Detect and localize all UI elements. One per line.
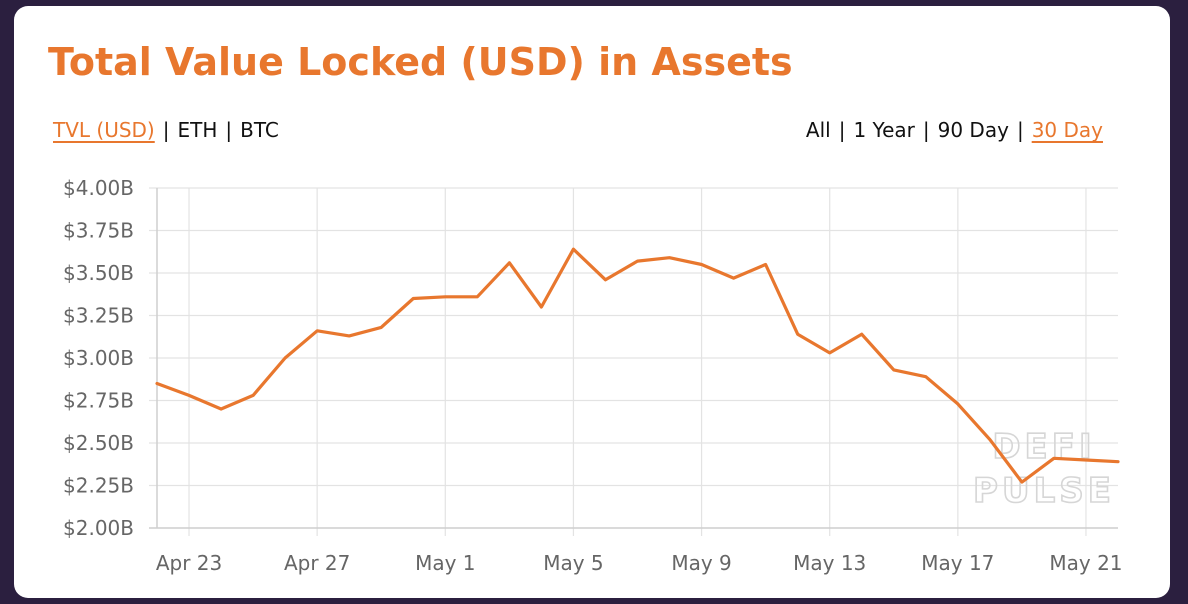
data-point [315,329,319,333]
x-tick-label: May 5 [543,551,603,575]
data-point [1084,458,1088,462]
option-1-year[interactable]: 1 Year [853,118,915,142]
data-point [283,356,287,360]
option-90-day[interactable]: 90 Day [937,118,1009,142]
separator: | [225,118,233,142]
x-tick-label: May 21 [1049,551,1122,575]
y-tick-label: $3.50B [63,261,134,285]
data-point [924,375,928,379]
separator: | [1016,118,1024,142]
series-line [155,247,1120,484]
data-point [636,259,640,263]
separator: | [922,118,930,142]
data-point [379,325,383,329]
x-tick-label: May 17 [921,551,994,575]
data-point [796,332,800,336]
data-point [347,334,351,338]
data-point [1052,456,1056,460]
chart-title: Total Value Locked (USD) in Assets [48,40,793,84]
separator: | [838,118,846,142]
axes: $2.00B $2.25B $2.50B $2.75B $3.00B $3.25B $3.5… [63,176,1123,575]
separator: | [162,118,170,142]
x-tick-label: Apr 23 [156,551,222,575]
y-tick-label: $4.00B [63,176,134,200]
x-tick-label: Apr 27 [284,551,350,575]
option-btc[interactable]: BTC [240,118,279,142]
data-point [187,393,191,397]
data-point [219,407,223,411]
option-all[interactable]: All [805,118,831,142]
data-point [475,295,479,299]
y-tick-label: $2.00B [63,516,134,540]
chart-card: Total Value Locked (USD) in Assets TVL (… [14,6,1170,598]
data-point [571,247,575,251]
y-tick-label: $3.25B [63,304,134,328]
data-point [1020,480,1024,484]
data-point [539,305,543,309]
data-point [828,351,832,355]
x-tick-label: May 1 [415,551,475,575]
data-point [251,393,255,397]
data-point [155,382,159,386]
metric-toggle: TVL (USD) | ETH | BTC [53,118,279,142]
y-tick-label: $3.00B [63,346,134,370]
x-tick-label: May 9 [671,551,731,575]
range-toggle: All | 1 Year | 90 Day | 30 Day [806,118,1103,142]
y-tick-label: $2.50B [63,431,134,455]
data-point [700,263,704,267]
watermark: DEFI PULSE [972,426,1115,512]
data-point [764,263,768,267]
y-tick-label: $3.75B [63,219,134,243]
option-tvl-usd[interactable]: TVL (USD) [53,118,155,142]
data-point [603,278,607,282]
data-point [411,297,415,301]
y-tick-label: $2.75B [63,389,134,413]
option-eth[interactable]: ETH [177,118,218,142]
data-point [507,261,511,265]
data-point [443,295,447,299]
data-point [892,368,896,372]
data-point [732,276,736,280]
data-point [860,332,864,336]
data-point [668,256,672,260]
data-point [956,402,960,406]
data-point [1116,460,1120,464]
watermark-line2: PULSE [973,471,1115,511]
x-tick-label: May 13 [793,551,866,575]
option-30-day[interactable]: 30 Day [1031,118,1103,142]
data-point [988,438,992,442]
series [155,247,1120,484]
y-tick-label: $2.25B [63,474,134,498]
